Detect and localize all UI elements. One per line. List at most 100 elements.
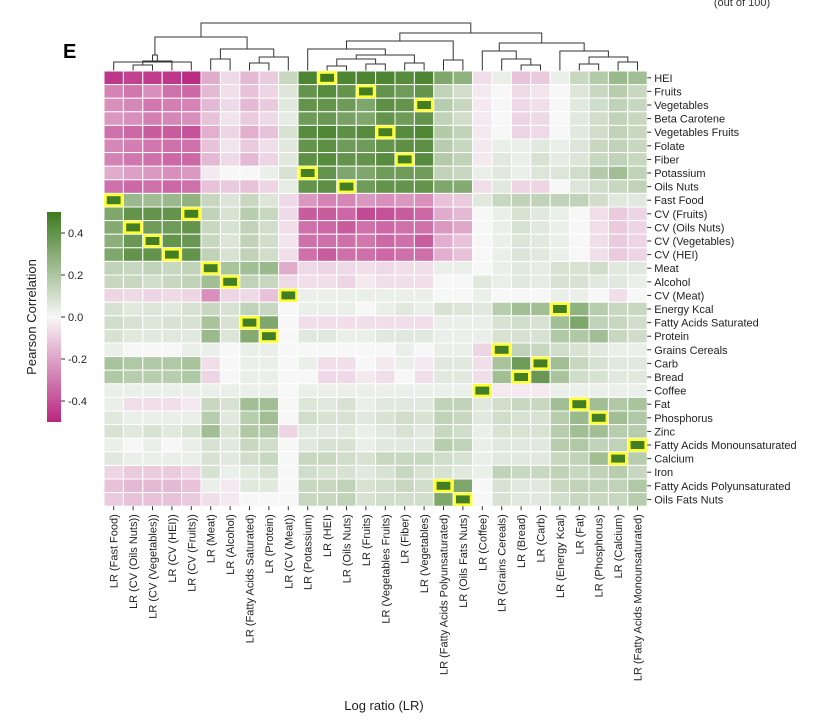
heatmap-cell — [258, 192, 280, 208]
heatmap-cell — [103, 301, 124, 317]
heatmap-cell — [316, 451, 338, 466]
heatmap-cell — [549, 179, 571, 194]
heatmap-cell — [297, 437, 318, 453]
heatmap-cell — [297, 396, 318, 412]
heatmap-cell — [588, 492, 609, 507]
heatmap-cell — [122, 111, 144, 126]
heatmap-cell — [627, 315, 648, 330]
heatmap-cell — [472, 138, 493, 154]
heatmap-cell — [161, 192, 183, 208]
heatmap-cell — [297, 220, 318, 235]
heatmap-cell — [161, 328, 183, 344]
heatmap-cell — [375, 111, 396, 126]
heatmap-cell — [569, 328, 590, 344]
heatmap-cell — [181, 342, 202, 358]
heatmap-cell — [627, 301, 648, 317]
heatmap-cell — [239, 97, 260, 113]
heatmap-cell — [472, 206, 493, 222]
heatmap-cell — [336, 342, 357, 358]
heatmap-cell — [200, 437, 221, 453]
heatmap-cell — [316, 424, 338, 439]
heatmap-cell — [413, 124, 435, 140]
heatmap-cell — [530, 315, 551, 330]
highlight-box — [608, 451, 628, 466]
heatmap-cell — [355, 301, 377, 317]
heatmap-cell — [219, 165, 241, 181]
heatmap-cell — [122, 260, 144, 276]
heatmap-cell — [103, 478, 124, 494]
heatmap-cell — [472, 356, 493, 371]
heatmap-cell — [336, 84, 357, 99]
heatmap-cell — [239, 220, 260, 235]
heatmap-cell — [569, 424, 590, 439]
heatmap-cell — [297, 410, 318, 426]
heatmap-cell — [627, 247, 648, 262]
heatmap-cell — [627, 396, 648, 412]
heatmap-cell — [510, 274, 532, 290]
heatmap-cell — [413, 138, 435, 154]
heatmap-cell — [200, 288, 221, 303]
heatmap-cell — [472, 369, 493, 385]
row-label: Fiber — [654, 154, 679, 166]
highlight-box — [201, 261, 221, 275]
row-label: Fast Food — [654, 195, 704, 207]
heatmap-cell — [530, 396, 551, 412]
heatmap-cell — [627, 152, 648, 167]
heatmap-cell — [627, 206, 648, 222]
heatmap-cell — [433, 165, 454, 181]
heatmap-cell — [569, 464, 590, 480]
heatmap-cell — [161, 233, 183, 249]
heatmap-cell — [142, 478, 163, 494]
heatmap-cell — [103, 492, 124, 507]
heatmap-cell — [336, 274, 357, 290]
heatmap-cell — [297, 84, 318, 99]
heatmap-cell — [491, 97, 512, 113]
heatmap-cell — [336, 369, 357, 385]
heatmap-cell — [336, 165, 357, 181]
heatmap-cell — [181, 369, 202, 385]
heatmap-cell — [239, 410, 260, 426]
heatmap-cell — [258, 478, 280, 494]
heatmap-cell — [394, 124, 415, 140]
heatmap-cell — [491, 220, 512, 235]
heatmap-cell — [375, 165, 396, 181]
heatmap-cell — [588, 206, 609, 222]
heatmap-cell — [258, 301, 280, 317]
column-label: LR (Fatty Acids Monounsaturated) — [633, 514, 645, 681]
heatmap-cell — [627, 124, 648, 140]
row-label: Oils Nuts — [654, 182, 699, 194]
heatmap-cell — [239, 328, 260, 344]
heatmap-cell — [627, 288, 648, 303]
row-label: CV (Fruits) — [654, 209, 707, 221]
heatmap-cell — [433, 492, 454, 507]
heatmap-cell — [413, 383, 435, 398]
heatmap-cell — [375, 247, 396, 262]
heatmap-cell — [413, 464, 435, 480]
heatmap-cell — [549, 437, 571, 453]
heatmap-cell — [394, 328, 415, 344]
heatmap-cell — [122, 464, 144, 480]
heatmap-cell — [103, 369, 124, 385]
heatmap-cell — [588, 111, 609, 126]
heatmap-cell — [569, 288, 590, 303]
heatmap-cell — [181, 437, 202, 453]
heatmap-cell — [491, 247, 512, 262]
heatmap-cell — [181, 111, 202, 126]
heatmap-cell — [239, 138, 260, 154]
heatmap-cell — [316, 97, 338, 113]
heatmap-cell — [103, 111, 124, 126]
heatmap-cell — [472, 111, 493, 126]
heatmap-cell — [297, 124, 318, 140]
heatmap-cell — [181, 356, 202, 371]
heatmap-cell — [219, 124, 241, 140]
heatmap-cell — [219, 328, 241, 344]
heatmap-cell — [239, 342, 260, 358]
heatmap-cell — [316, 288, 338, 303]
heatmap-cell — [627, 342, 648, 358]
heatmap-cell — [161, 451, 183, 466]
heatmap-cell — [588, 288, 609, 303]
heatmap-cell — [607, 478, 629, 494]
heatmap-cell — [219, 138, 241, 154]
heatmap-cell — [219, 383, 241, 398]
dendrogram-link — [588, 56, 629, 64]
